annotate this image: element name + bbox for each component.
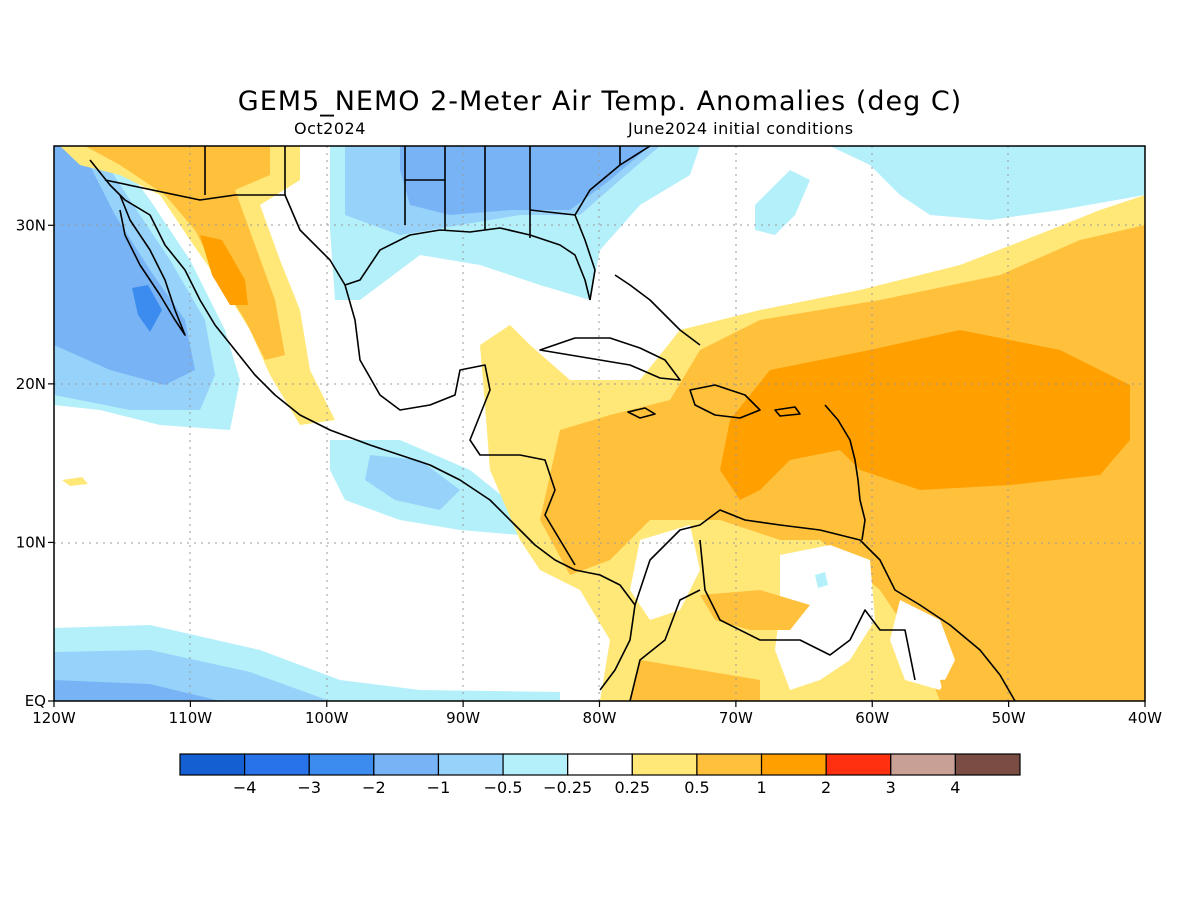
colorbar-swatch: [825, 753, 892, 776]
colorbar-swatch: [954, 753, 1021, 776]
east-brazil-warm: [940, 675, 1020, 701]
colorbar-label: −1: [427, 778, 451, 797]
atlantic-warmest: [720, 330, 1130, 500]
colorbar-swatch: [437, 753, 504, 776]
anomaly-field: [54, 146, 1145, 701]
colorbar-swatch: [373, 753, 440, 776]
north-atlantic-cool: [830, 146, 1145, 220]
colorbar-label: −3: [297, 778, 321, 797]
guyana-neutral: [890, 600, 955, 690]
initial-conditions: June2024 initial conditions: [628, 119, 854, 138]
central-america-cold: [365, 455, 460, 510]
colorbar-swatch: [567, 753, 633, 776]
colorbar-swatch: [179, 753, 246, 776]
colorbar-swatch: [308, 753, 375, 776]
lon-tick-label: 100W: [305, 709, 349, 727]
cuba-outline: [539, 337, 681, 381]
lat-tick-label: 10N: [16, 533, 46, 551]
lat-tick-label: EQ: [25, 692, 46, 710]
colorbar-label: −2: [362, 778, 386, 797]
colorbar-swatch: [890, 753, 956, 776]
hispaniola-outline: [689, 384, 761, 419]
lon-tick-label: 90W: [446, 709, 480, 727]
lat-tick-label: 30N: [16, 216, 46, 234]
jamaica-outline: [627, 407, 656, 419]
colorbar-label: −4: [233, 778, 257, 797]
atlantic-cool-blob: [755, 170, 810, 235]
latitude-axis: EQ 10N 20N 30N: [16, 216, 54, 710]
lon-tick-label: 120W: [32, 709, 76, 727]
mexico-warmest: [200, 235, 248, 305]
puerto-rico-outline: [774, 406, 801, 417]
colorbar-label: 1: [756, 778, 766, 797]
coastlines: [89, 145, 1016, 702]
equatorial-pacific-colder: [54, 680, 220, 701]
lon-tick-label: 50W: [992, 709, 1026, 727]
lon-tick-label: 80W: [583, 709, 617, 727]
colorbar-label: 0.25: [614, 778, 650, 797]
colorbar-label: 3: [886, 778, 896, 797]
lon-tick-label: 70W: [719, 709, 753, 727]
colorbar-swatch: [760, 753, 827, 776]
gridlines: [54, 146, 1145, 701]
lat-tick-label: 20N: [16, 375, 46, 393]
bahamas-outline: [614, 274, 701, 346]
colorbar-label: −0.25: [543, 778, 592, 797]
lon-tick-label: 40W: [1128, 709, 1162, 727]
colorbar-label: 2: [821, 778, 831, 797]
forecast-month: Oct2024: [294, 119, 366, 138]
colorbar-swatch: [631, 753, 698, 776]
lon-tick-label: 110W: [169, 709, 213, 727]
pacific-coldest-spot: [132, 285, 162, 332]
longitude-axis: 120W 110W 100W 90W 80W 70W 60W 50W 40W: [32, 701, 1162, 727]
lon-tick-label: 60W: [855, 709, 889, 727]
colorbar-swatch: [696, 753, 763, 776]
pacific-warm-speck: [62, 477, 88, 486]
colorbar-label: 0.5: [684, 778, 709, 797]
map-title: GEM5_NEMO 2-Meter Air Temp. Anomalies (d…: [237, 86, 963, 117]
colorbar-label: 4: [950, 778, 960, 797]
colorbar-swatch: [244, 753, 310, 776]
colorbar-label: −0.5: [484, 778, 523, 797]
colorbar-swatch: [502, 753, 569, 776]
lesser-antilles-outline: [824, 404, 866, 541]
amazon-warm: [630, 660, 760, 701]
caribbean-islands: [539, 274, 866, 541]
south-america-warm-patch: [700, 590, 810, 630]
south-america-cool-spot: [815, 572, 828, 588]
southeast-us-colder: [400, 146, 650, 215]
pacific-colder-region: [54, 146, 195, 385]
colorbar: −4 −3 −2 −1 −0.5 −0.25 0.25 0.5 1 2 3 4: [179, 753, 1021, 797]
venezuela-neutral: [775, 545, 875, 690]
south-america-neutral: [630, 525, 700, 620]
mexico-warmer: [85, 146, 285, 360]
